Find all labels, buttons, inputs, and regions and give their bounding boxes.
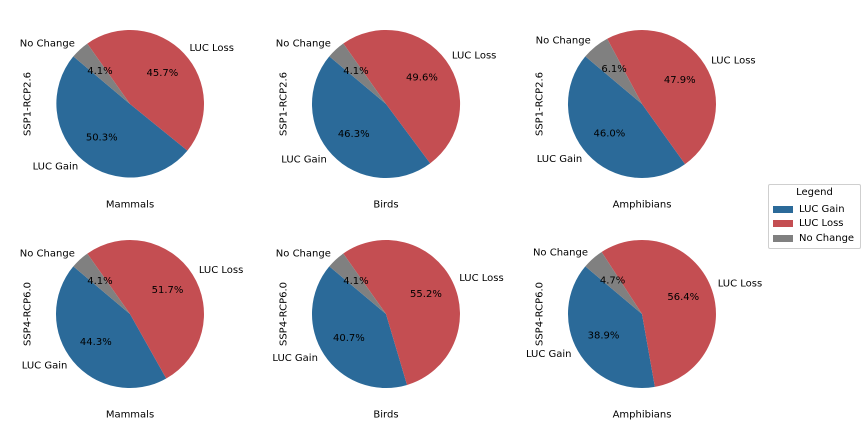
pie-row-label: SSP4-RCP6.0: [279, 282, 290, 346]
pie-category-label: LUC Gain: [22, 360, 68, 371]
pie-pct-label: 40.7%: [333, 333, 365, 344]
pie-pct-label: 4.7%: [600, 275, 625, 286]
legend-label-luc-gain: LUC Gain: [799, 204, 845, 215]
pie-pct-label: 51.7%: [152, 285, 184, 296]
pie-row-label: SSP1-RCP2.6: [535, 72, 546, 136]
legend-label-luc-loss: LUC Loss: [799, 218, 844, 229]
pie-slice-luc-gain: [56, 56, 188, 178]
pie-category-label: LUC Loss: [199, 265, 244, 276]
pie-xlabel: Birds: [373, 410, 398, 421]
pie-category-label: No Change: [20, 249, 75, 260]
pie-pct-label: 49.6%: [406, 72, 438, 83]
pie-pct-label: 56.4%: [667, 292, 699, 303]
pie-pct-label: 4.1%: [87, 276, 112, 287]
pie-category-label: LUC Loss: [452, 51, 497, 62]
legend-swatch-no-change: [773, 234, 793, 242]
pie-slice-luc-loss: [343, 240, 460, 385]
pie-pct-label: 45.7%: [147, 68, 179, 79]
pie-pct-label: 4.1%: [343, 66, 368, 77]
legend-item-luc-gain: LUC Gain: [773, 203, 845, 217]
pie-slice-luc-gain: [567, 266, 655, 389]
pie-category-label: LUC Loss: [711, 56, 756, 67]
pie-slice-no-change: [73, 43, 130, 104]
pie-category-label: LUC Gain: [33, 161, 79, 172]
pie-row-label: SSP4-RCP6.0: [23, 282, 34, 346]
pie-xlabel: Mammals: [106, 410, 154, 421]
pie-slice-luc-gain: [311, 266, 408, 389]
pie-category-label: LUC Gain: [281, 154, 327, 165]
pie-category-label: No Change: [276, 249, 331, 260]
pie-slice-luc-loss: [87, 240, 204, 379]
pie-category-label: No Change: [276, 39, 331, 50]
pie-pct-label: 44.3%: [80, 337, 112, 348]
pie-category-label: LUC Gain: [526, 349, 572, 360]
pie-slice-no-change: [73, 253, 130, 314]
pie-category-label: LUC Loss: [459, 273, 504, 284]
pie-row-label: SSP1-RCP2.6: [23, 72, 34, 136]
pie-xlabel: Amphibians: [613, 410, 672, 421]
pie-slice-no-change: [585, 251, 642, 314]
pie-category-label: LUC Loss: [718, 279, 763, 290]
pie-row-label: SSP4-RCP6.0: [535, 282, 546, 346]
pie-slice-no-change: [585, 38, 642, 104]
pie-category-label: No Change: [536, 35, 591, 46]
legend-swatch-luc-gain: [773, 205, 793, 213]
pie-pct-label: 4.1%: [87, 66, 112, 77]
legend-item-luc-loss: LUC Loss: [773, 217, 844, 231]
pie-xlabel: Amphibians: [613, 200, 672, 211]
pie-slice-luc-loss: [607, 30, 717, 165]
legend-item-no-change: No Change: [773, 232, 854, 246]
pie-pct-label: 47.9%: [664, 75, 696, 86]
pie-pct-label: 38.9%: [588, 331, 620, 342]
pie-slice-luc-loss: [601, 240, 716, 387]
legend-label-no-change: No Change: [799, 233, 855, 244]
pie-category-label: No Change: [533, 248, 588, 259]
pie-pct-label: 46.3%: [338, 129, 370, 140]
pie-slice-luc-gain: [311, 56, 431, 179]
pie-pct-label: 50.3%: [86, 133, 118, 144]
pie-slice-no-change: [329, 253, 386, 314]
pie-pct-label: 46.0%: [594, 129, 626, 140]
pie-slice-no-change: [329, 43, 386, 104]
pie-category-label: LUC Gain: [537, 154, 583, 165]
pie-category-label: LUC Gain: [272, 353, 318, 364]
pie-slice-luc-gain: [567, 56, 686, 179]
pie-slice-luc-loss: [343, 29, 461, 164]
pie-category-label: LUC Loss: [189, 43, 234, 54]
pie-slice-luc-loss: [87, 29, 205, 151]
pie-xlabel: Birds: [373, 200, 398, 211]
pie-pct-label: 6.1%: [601, 64, 626, 75]
pie-xlabel: Mammals: [106, 200, 154, 211]
pie-pct-label: 4.1%: [343, 276, 368, 287]
pie-category-label: No Change: [20, 39, 75, 50]
legend: Legend LUC Gain LUC Loss No Change: [768, 184, 861, 249]
legend-swatch-luc-loss: [773, 219, 793, 227]
legend-title: Legend: [796, 187, 833, 198]
pie-slice-luc-gain: [55, 266, 167, 389]
pie-pct-label: 55.2%: [410, 289, 442, 300]
pie-row-label: SSP1-RCP2.6: [279, 72, 290, 136]
